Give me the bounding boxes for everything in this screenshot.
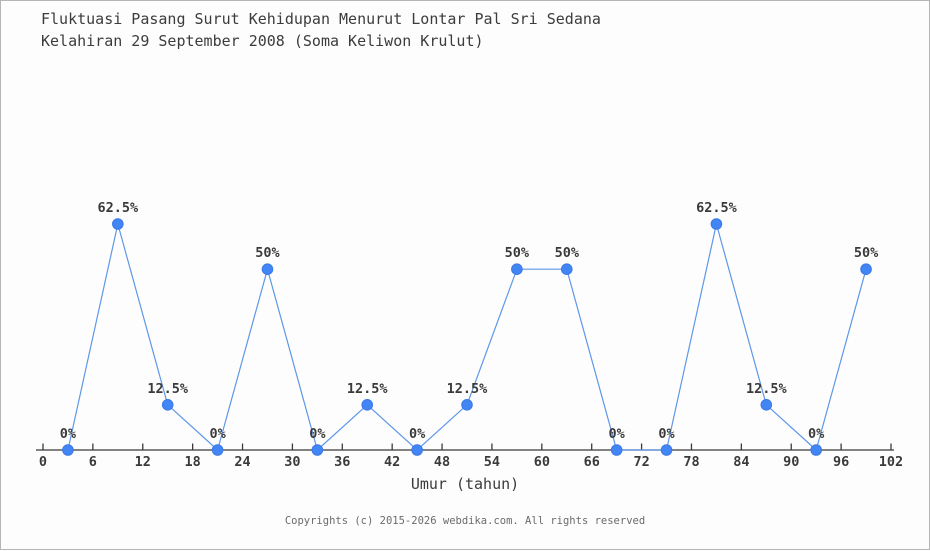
data-point-label: 12.5% — [447, 381, 489, 397]
x-axis-title: Umur (tahun) — [410, 475, 520, 493]
data-point — [860, 263, 872, 276]
x-tick-label: 54 — [484, 454, 500, 470]
data-point-label: 12.5% — [746, 381, 788, 397]
data-point-label: 62.5% — [98, 200, 140, 216]
data-point-label: 50% — [555, 245, 580, 261]
data-point — [560, 263, 573, 276]
chart-title-line-2: Kelahiran 29 September 2008 (Soma Keliwo… — [41, 31, 484, 50]
data-point — [660, 444, 673, 456]
x-tick-label: 48 — [434, 454, 450, 470]
x-tick-label: 18 — [185, 454, 201, 470]
data-point-label: 0% — [409, 426, 426, 442]
data-point — [261, 263, 274, 276]
data-series-line — [67, 223, 867, 452]
x-tick-label: 24 — [234, 454, 250, 470]
x-tick-label: 96 — [833, 454, 849, 470]
data-point — [62, 444, 74, 456]
x-tick-label: 36 — [334, 454, 350, 470]
data-point — [461, 399, 473, 411]
data-point-label: 62.5% — [696, 200, 738, 216]
data-point-label: 50% — [255, 245, 280, 261]
data-point-label: 12.5% — [347, 381, 389, 397]
data-point — [511, 263, 523, 276]
data-point-label: 12.5% — [147, 381, 189, 397]
data-point — [810, 444, 822, 456]
x-tick-label: 78 — [683, 454, 699, 470]
data-point-label: 0% — [309, 426, 326, 442]
x-tick-label: 84 — [733, 454, 749, 470]
data-point-label: 0% — [60, 426, 77, 442]
copyright-text: Copyrights (c) 2015-2026 webdika.com. Al… — [284, 515, 646, 527]
chart-title: Fluktuasi Pasang Surut Kehidupan Menurut… — [41, 9, 601, 52]
chart-title-line-1: Fluktuasi Pasang Surut Kehidupan Menurut… — [41, 10, 601, 28]
x-tick-label: 0 — [39, 454, 47, 470]
x-tick-label: 12 — [135, 454, 151, 470]
data-point — [361, 399, 374, 411]
data-point — [411, 444, 423, 456]
data-point-label: 50% — [854, 245, 879, 261]
x-tick-label: 90 — [783, 454, 799, 470]
x-tick-label: 6 — [89, 454, 97, 470]
data-point-label: 0% — [658, 426, 675, 442]
x-tick-label: 60 — [534, 454, 550, 470]
x-tick-label: 66 — [584, 454, 600, 470]
data-point — [311, 444, 324, 456]
x-tick-label: 102 — [879, 454, 903, 470]
data-point-label: 0% — [808, 426, 825, 442]
data-point-label: 50% — [505, 245, 530, 261]
data-point — [161, 399, 174, 411]
x-tick-label: 42 — [384, 454, 400, 470]
data-point-label: 0% — [609, 426, 626, 442]
data-point-label: 0% — [209, 426, 226, 442]
data-point — [610, 444, 623, 456]
data-point — [112, 218, 124, 230]
x-tick-label: 72 — [633, 454, 649, 470]
data-point — [710, 218, 723, 230]
x-tick-label: 30 — [284, 454, 300, 470]
data-point — [211, 444, 224, 456]
data-point — [760, 399, 773, 411]
